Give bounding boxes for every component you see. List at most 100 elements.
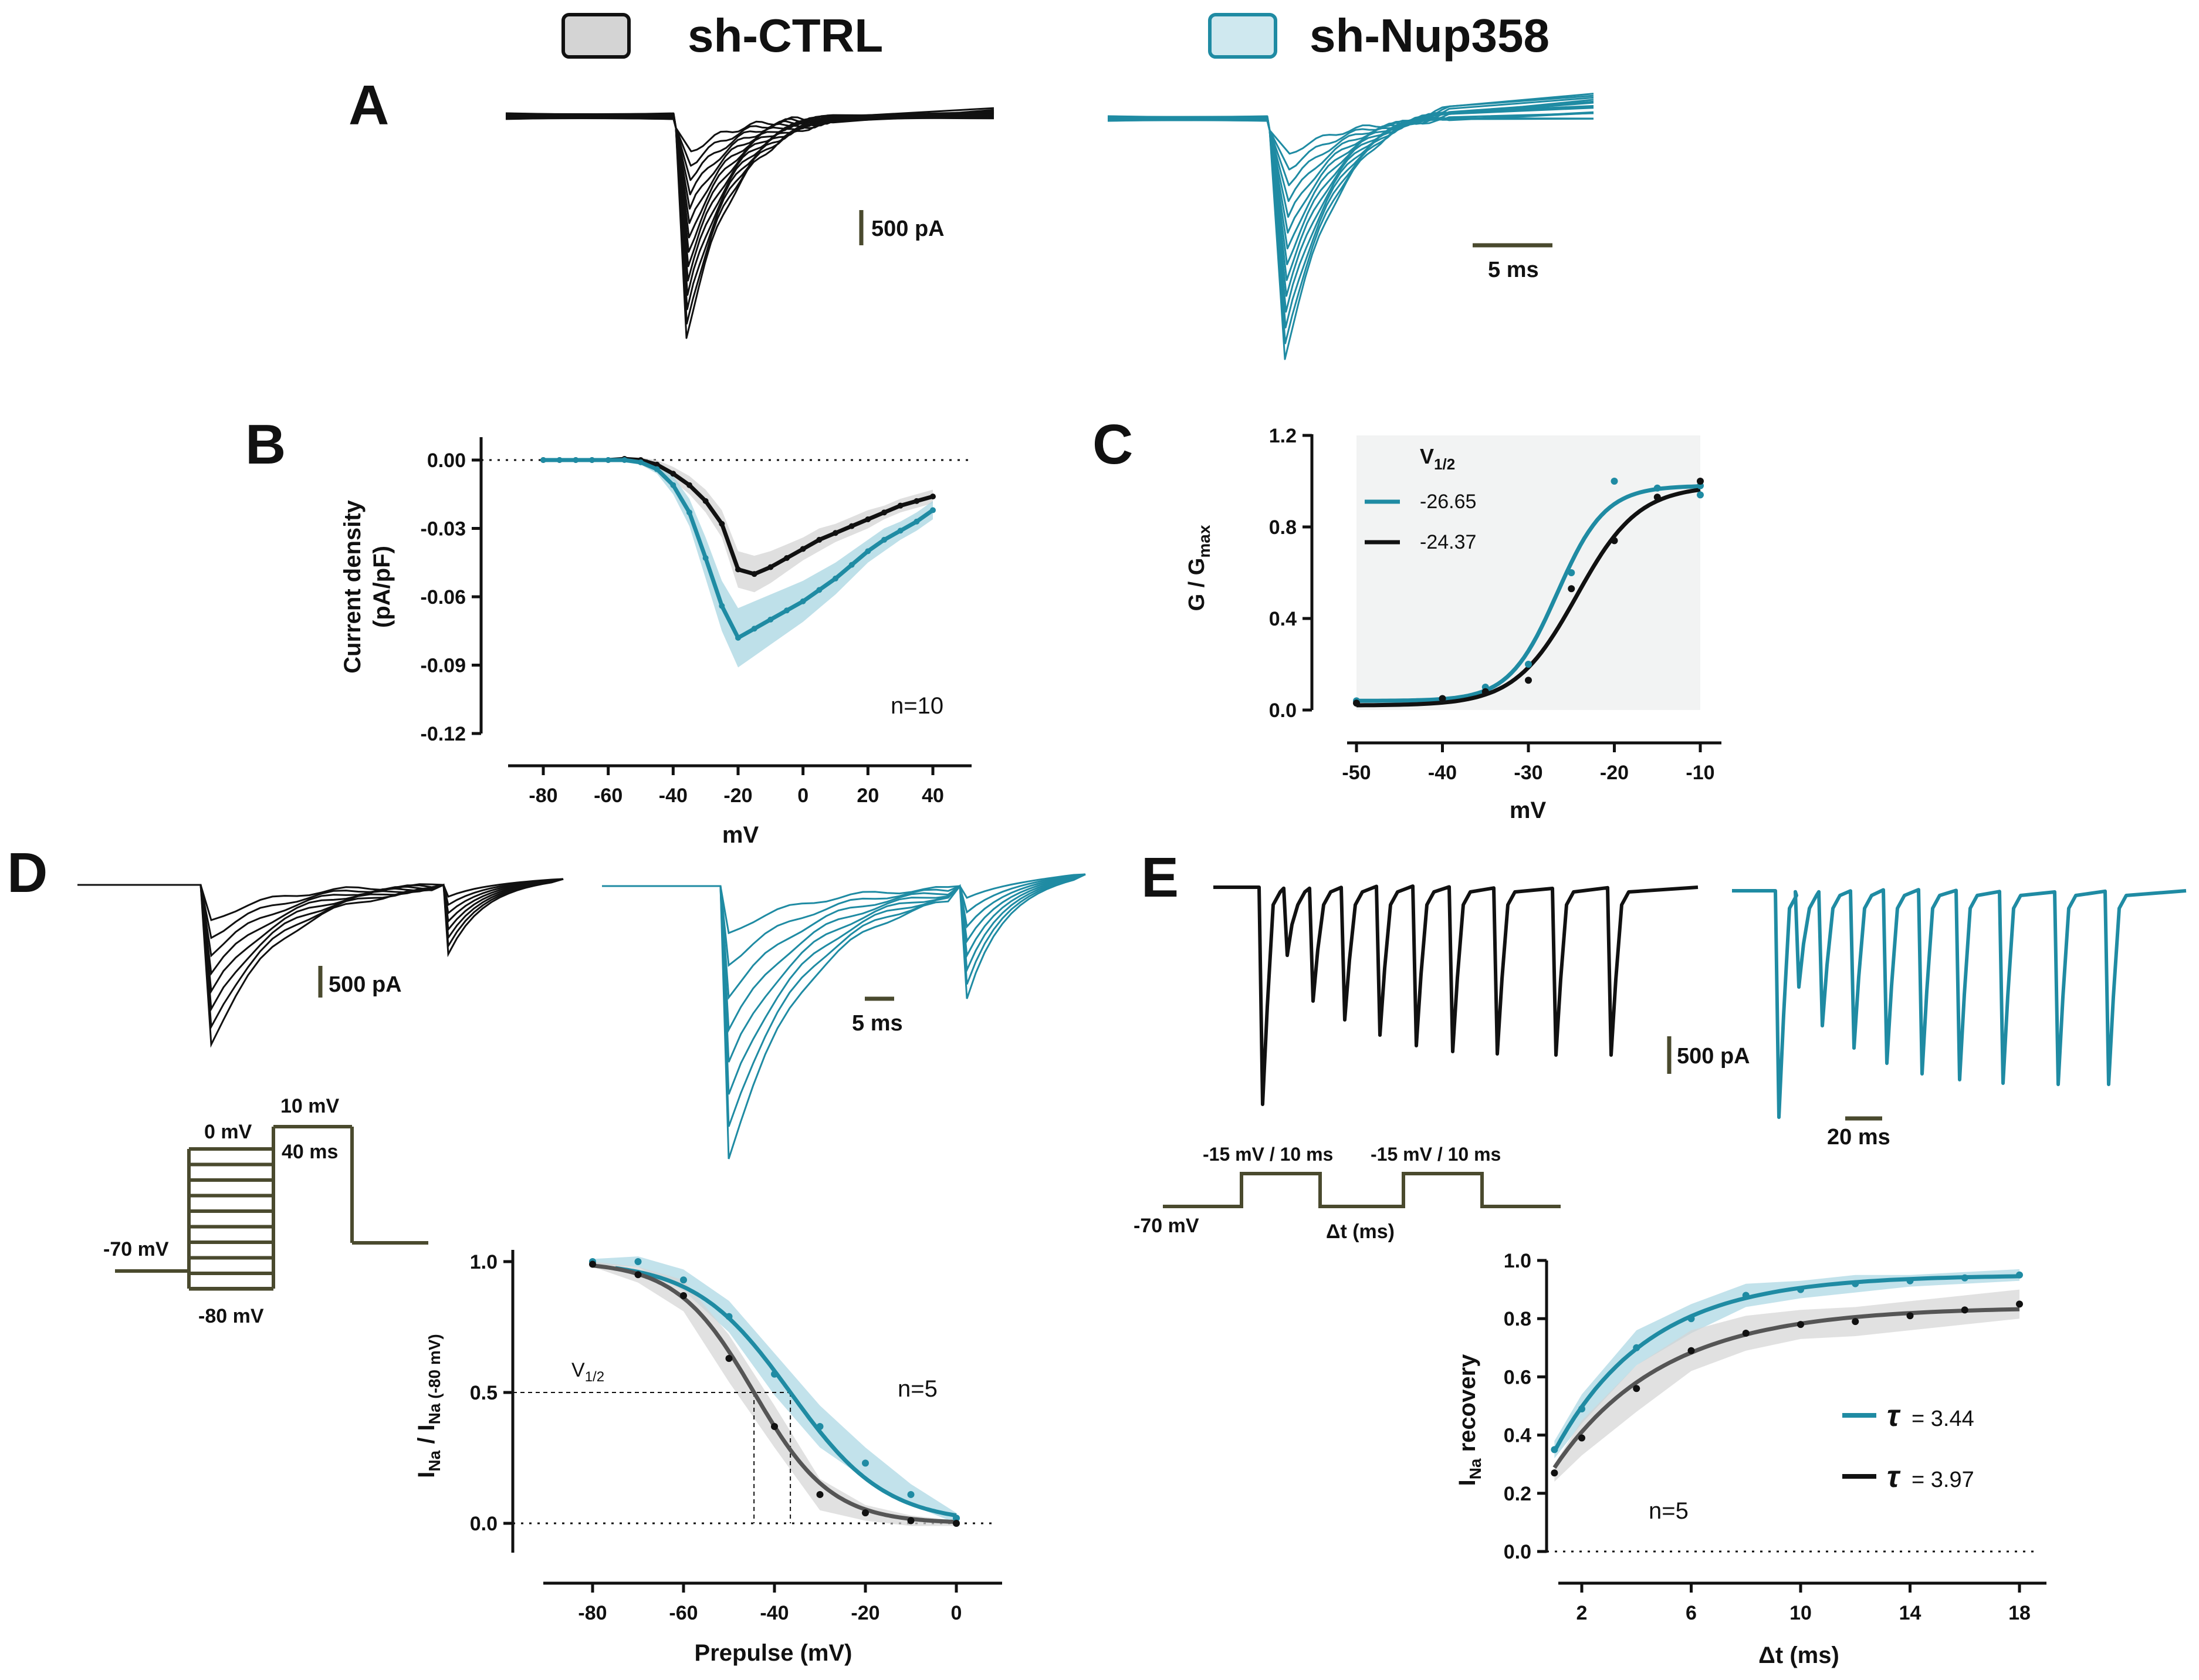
b-point-nup: [800, 598, 806, 604]
b-x-tick-label: 0: [797, 785, 808, 807]
d-protocol-steps: [115, 1125, 428, 1291]
d-x-tick-label: 0: [951, 1602, 962, 1624]
d-point-ctrl: [816, 1490, 824, 1498]
scale-label-current-d: 500 pA: [329, 972, 402, 997]
scale-label-time-d: 5 ms: [852, 1011, 903, 1036]
b-y-tick-label: -0.03: [421, 518, 466, 540]
d-y-label: INa / INa (-80 mV): [414, 1334, 444, 1478]
c-point-nup: [1611, 478, 1618, 485]
d-vhalf-sub: 1/2: [585, 1369, 604, 1385]
c-fit-nup: [1356, 484, 1701, 703]
e-point-ctrl: [1551, 1469, 1558, 1477]
c-x-label: mV: [1510, 797, 1547, 823]
panel-b-axes: [479, 437, 972, 768]
e-protocol-pulse1: -15 mV / 10 ms: [1203, 1144, 1333, 1165]
trace-train: [1732, 888, 2187, 1119]
c-y-ticks: 0.0 0.4 0.8 1.2: [1269, 425, 1312, 722]
b-y-ticks: 0.00 -0.03 -0.06 -0.09 -0.12: [421, 449, 481, 745]
c-legend-title-sub: 1/2: [1434, 455, 1455, 473]
e-y-tick-label: 0.0: [1504, 1541, 1531, 1563]
b-x-tick-label: -80: [529, 785, 557, 807]
d-x-tick-label: -80: [578, 1602, 607, 1624]
e-legend-tau-ctrl: τ: [1887, 1460, 1901, 1494]
b-point-ctrl: [654, 461, 660, 468]
trace-sweep: [602, 873, 1086, 1095]
e-y-ticks: 0.0 0.2 0.4 0.6 0.8 1.0: [1504, 1250, 1547, 1563]
e-point-nup: [1578, 1405, 1585, 1412]
d-y-tick-label: 1.0: [470, 1251, 498, 1273]
b-point-nup: [605, 457, 611, 463]
b-point-nup: [735, 634, 741, 641]
trace-sweep: [1107, 102, 1594, 281]
e-legend-value-nup: = 3.44: [1912, 1407, 1974, 1431]
d-point-ctrl: [634, 1271, 642, 1279]
panel-a-traces: 500 pA 5 ms: [505, 93, 1594, 360]
e-fit-curves: [1552, 1274, 2020, 1469]
b-point-nup: [833, 575, 838, 582]
d-protocol-test: 10 mV: [280, 1095, 339, 1117]
d-y-tick-label: 0.5: [470, 1382, 498, 1404]
b-point-ctrl: [865, 516, 871, 522]
b-x-ticks: -80 -60 -40 -20 0 20 40: [529, 766, 944, 807]
legend: sh-CTRL sh-Nup358: [561, 9, 1550, 62]
e-x-ticks: 2 6 10 14 18: [1576, 1583, 2031, 1624]
c-point-ctrl: [1525, 677, 1532, 684]
e-y-label-i: I: [1454, 1479, 1480, 1486]
panel-label-e: E: [1141, 846, 1179, 909]
trace-sweep: [505, 107, 994, 324]
b-annotation: n=10: [891, 693, 943, 719]
b-y-label-units: (pA/pF): [369, 546, 395, 628]
trace-sweep: [1107, 105, 1594, 249]
d-point-ctrl: [862, 1509, 869, 1517]
d-vhalf-main: V: [571, 1359, 585, 1381]
panel-label-d: D: [7, 841, 48, 904]
d-data-points: [589, 1258, 960, 1527]
e-point-nup: [1797, 1286, 1804, 1293]
e-y-label-rest: recovery: [1454, 1354, 1480, 1459]
d-x-tick-label: -20: [851, 1602, 879, 1624]
c-data-points: [1353, 478, 1704, 707]
e-point-nup: [1961, 1274, 1968, 1282]
b-point-nup: [848, 562, 855, 568]
trace-sweep: [505, 110, 994, 268]
d-x-tick-label: -40: [760, 1602, 789, 1624]
b-point-nup: [930, 507, 936, 513]
e-point-nup: [1633, 1344, 1640, 1351]
b-point-ctrl: [670, 471, 676, 477]
e-point-ctrl: [1852, 1318, 1859, 1326]
e-x-tick-label: 6: [1686, 1602, 1697, 1624]
d-sem-band-nup: [593, 1256, 956, 1523]
b-point-ctrl: [848, 523, 855, 529]
c-x-tick-label: -20: [1600, 762, 1629, 784]
b-point-ctrl: [897, 502, 904, 509]
e-fit-nup: [1552, 1274, 2020, 1452]
trace-sweep: [1107, 112, 1594, 218]
b-x-label: mV: [722, 822, 759, 848]
e-annotation: n=5: [1649, 1498, 1689, 1524]
e-sem-band-ctrl: [1554, 1289, 2019, 1482]
panel-d-protocol: -70 mV 0 mV -80 mV 10 mV 40 ms: [103, 1095, 428, 1327]
c-legend-title: V1/2: [1420, 444, 1455, 473]
e-protocol-line: [1163, 1172, 1561, 1208]
b-x-tick-label: 20: [857, 785, 879, 807]
e-point-ctrl: [1961, 1306, 1968, 1314]
c-y-tick-label: 0.4: [1269, 608, 1297, 630]
e-point-ctrl: [1578, 1434, 1585, 1442]
e-x-tick-label: 2: [1576, 1602, 1588, 1624]
c-y-label-sub: max: [1195, 525, 1213, 557]
trace-sweep: [505, 112, 994, 195]
d-point-nup: [953, 1515, 960, 1522]
b-point-nup: [686, 509, 692, 516]
panel-d-traces: 500 pA 5 ms: [77, 873, 1086, 1160]
c-x-ticks: -50 -40 -30 -20 -10: [1342, 743, 1715, 784]
c-point-nup: [1568, 569, 1575, 576]
b-point-ctrl: [767, 564, 774, 570]
e-point-nup: [1687, 1315, 1695, 1323]
b-point-ctrl: [702, 498, 709, 504]
b-point-ctrl: [930, 493, 936, 500]
c-point-nup: [1525, 661, 1532, 668]
d-protocol-duration: 40 ms: [282, 1141, 338, 1163]
e-point-nup: [1852, 1280, 1859, 1287]
c-legend-title-main: V: [1420, 444, 1434, 468]
b-point-ctrl: [719, 520, 725, 527]
